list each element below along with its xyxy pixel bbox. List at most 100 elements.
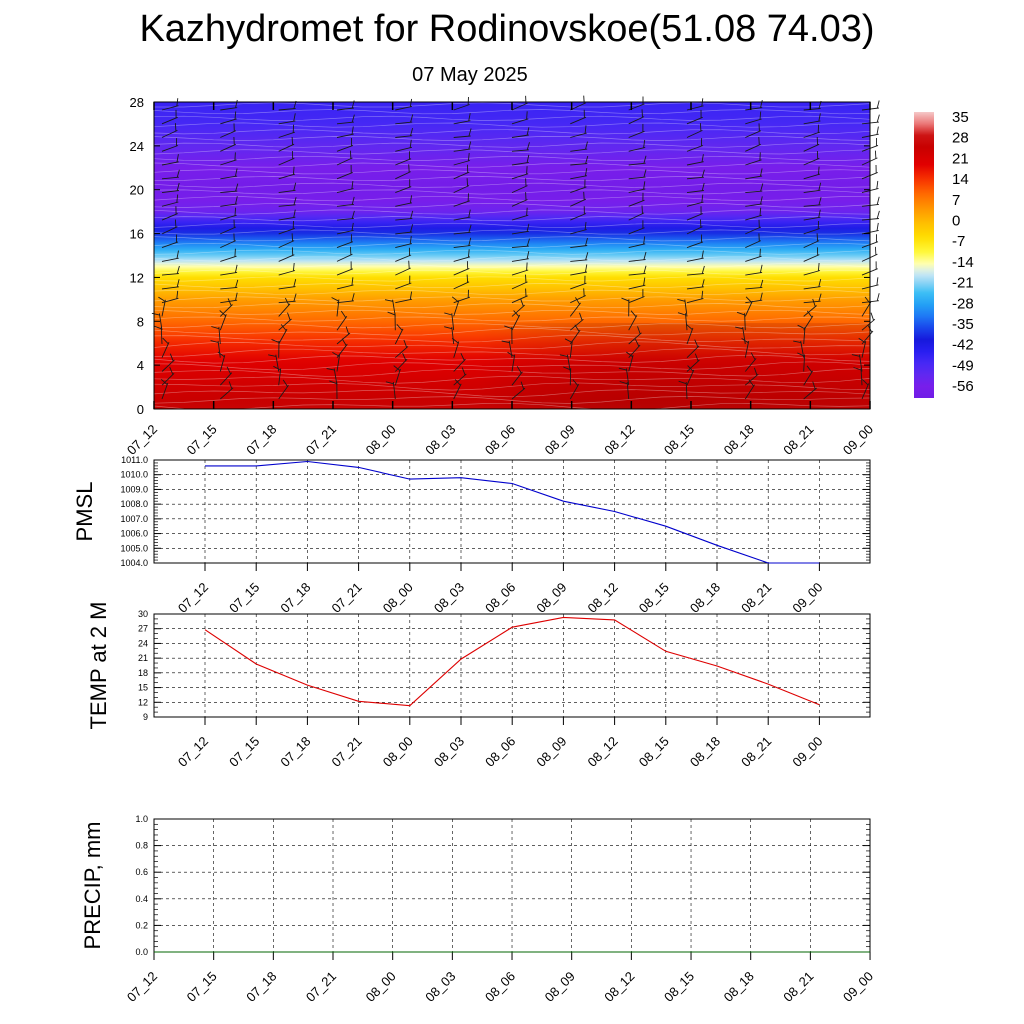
temp-xtick-label: 07_18 bbox=[277, 734, 313, 770]
cross-section-xtick-label: 08_15 bbox=[661, 422, 697, 458]
precip-xtick-label: 08_00 bbox=[363, 969, 399, 1005]
temp-ytick-label: 27 bbox=[138, 624, 148, 634]
pmsl-ytick-label: 1008.0 bbox=[120, 499, 148, 509]
temp-ytick-label: 21 bbox=[138, 653, 148, 663]
pmsl-series-line bbox=[205, 460, 820, 564]
temp-xtick-label: 08_18 bbox=[687, 734, 723, 770]
pmsl-xtick-label: 08_21 bbox=[738, 580, 774, 616]
cross-section-ytick-label: 12 bbox=[130, 270, 144, 285]
temp-ytick-label: 15 bbox=[138, 683, 148, 693]
pmsl-xtick-label: 08_09 bbox=[533, 580, 569, 616]
cross-section-ytick-label: 0 bbox=[137, 402, 144, 417]
precip-ytick-label: 0.0 bbox=[135, 947, 148, 957]
precip-xtick-label: 07_12 bbox=[124, 969, 160, 1005]
cross-section-xtick-label: 08_06 bbox=[482, 422, 518, 458]
temp-xtick-label: 07_12 bbox=[175, 734, 211, 770]
cross-section-xtick-label: 08_18 bbox=[721, 422, 757, 458]
colorbar-label: -42 bbox=[952, 337, 974, 354]
pmsl-xtick-label: 07_12 bbox=[175, 580, 211, 616]
pmsl-xtick-label: 07_18 bbox=[277, 580, 313, 616]
pmsl-frame bbox=[153, 459, 871, 564]
precip-xtick-label: 08_03 bbox=[422, 969, 458, 1005]
cross-section-xtick-label: 08_03 bbox=[422, 422, 458, 458]
colorbar bbox=[914, 112, 934, 398]
precip-xtick-label: 08_12 bbox=[601, 969, 637, 1005]
temp-xtick-label: 08_12 bbox=[585, 734, 621, 770]
temp-xtick-label: 08_09 bbox=[533, 734, 569, 770]
precip-xtick-label: 07_15 bbox=[184, 969, 220, 1005]
temp-ylabel: TEMP at 2 M bbox=[86, 602, 111, 730]
temp-xtick-label: 09_00 bbox=[789, 734, 825, 770]
pmsl-ytick-label: 1004.0 bbox=[120, 558, 148, 568]
pmsl-xtick-label: 08_00 bbox=[380, 580, 416, 616]
pmsl-ytick-label: 1009.0 bbox=[120, 484, 148, 494]
temp-xtick-label: 07_21 bbox=[329, 734, 365, 770]
precip-ylabel: PRECIP, mm bbox=[80, 822, 105, 950]
pmsl-ytick-label: 1006.0 bbox=[120, 529, 148, 539]
temp-series-line bbox=[204, 616, 820, 707]
colorbar-label: 28 bbox=[952, 130, 969, 147]
colorbar-label: -28 bbox=[952, 295, 974, 312]
colorbar-label: 21 bbox=[952, 150, 969, 167]
precip-xtick-label: 08_18 bbox=[721, 969, 757, 1005]
colorbar-label: -49 bbox=[952, 357, 974, 374]
colorbar-label: -35 bbox=[952, 316, 974, 333]
cross-section-xtick-label: 08_21 bbox=[780, 422, 816, 458]
pmsl-xtick-label: 08_12 bbox=[585, 580, 621, 616]
cross-section-xtick-label: 07_21 bbox=[303, 422, 339, 458]
pmsl-ytick-label: 1005.0 bbox=[120, 543, 148, 553]
cross-section-ytick-label: 4 bbox=[137, 358, 144, 373]
colorbar-label: -56 bbox=[952, 378, 974, 395]
precip-ytick-label: 0.4 bbox=[135, 894, 148, 904]
cross-section-xtick-label: 07_15 bbox=[184, 422, 220, 458]
pmsl-ytick-label: 1011.0 bbox=[121, 455, 148, 465]
page-subtitle: 07 May 2025 bbox=[412, 64, 528, 86]
temp-panel bbox=[153, 613, 871, 725]
temp-xtick-label: 07_15 bbox=[226, 734, 262, 770]
colorbar-label: -14 bbox=[952, 254, 974, 271]
temp-xtick-label: 08_21 bbox=[738, 734, 774, 770]
pmsl-xtick-label: 08_15 bbox=[636, 580, 672, 616]
precip-xtick-label: 08_15 bbox=[661, 969, 697, 1005]
cross-section-xtick-label: 08_09 bbox=[542, 422, 578, 458]
pmsl-xtick-label: 07_15 bbox=[226, 580, 262, 616]
precip-xtick-label: 08_09 bbox=[542, 969, 578, 1005]
temp-ytick-label: 18 bbox=[138, 668, 148, 678]
temp-xtick-label: 08_03 bbox=[431, 734, 467, 770]
cross-section-ytick-label: 20 bbox=[130, 183, 144, 198]
cross-section-ytick-label: 16 bbox=[130, 227, 144, 242]
temp-xtick-label: 08_15 bbox=[636, 734, 672, 770]
colorbar-label: 0 bbox=[952, 213, 960, 230]
colorbar-label: 7 bbox=[952, 192, 960, 209]
precip-xtick-label: 08_21 bbox=[780, 969, 816, 1005]
temp-ytick-label: 24 bbox=[138, 638, 148, 648]
precip-xtick-label: 08_06 bbox=[482, 969, 518, 1005]
temp-ytick-label: 30 bbox=[138, 609, 148, 619]
cross-section-xtick-label: 08_12 bbox=[601, 422, 637, 458]
pmsl-xtick-label: 08_06 bbox=[482, 580, 518, 616]
pmsl-xtick-label: 09_00 bbox=[789, 580, 825, 616]
page-title: Kazhydromet for Rodinovskoe(51.08 74.03) bbox=[139, 8, 875, 50]
colorbar-label: -21 bbox=[952, 275, 974, 292]
cross-section-xtick-label: 07_12 bbox=[124, 422, 160, 458]
precip-xtick-label: 09_00 bbox=[840, 969, 876, 1005]
pmsl-xtick-label: 08_03 bbox=[431, 580, 467, 616]
cross-section-ytick-label: 24 bbox=[130, 139, 144, 154]
temp-xtick-label: 08_06 bbox=[482, 734, 518, 770]
temp-frame bbox=[153, 613, 871, 718]
cross-section-xtick-label: 09_00 bbox=[840, 422, 876, 458]
temp-ytick-label: 12 bbox=[138, 697, 148, 707]
precip-ytick-label: 1.0 bbox=[135, 814, 148, 824]
colorbar-label: 35 bbox=[952, 109, 969, 126]
wind-barbs bbox=[151, 95, 880, 400]
pmsl-ytick-label: 1010.0 bbox=[120, 470, 148, 480]
precip-ytick-label: 0.2 bbox=[135, 920, 148, 930]
precip-xtick-label: 07_21 bbox=[303, 969, 339, 1005]
precip-ytick-label: 0.8 bbox=[135, 841, 148, 851]
cross-section-ytick-label: 28 bbox=[130, 95, 144, 110]
temp-xtick-label: 08_00 bbox=[380, 734, 416, 770]
colorbar-label: -7 bbox=[952, 233, 965, 250]
cross-section-xtick-label: 07_18 bbox=[243, 422, 279, 458]
cross-section-xtick-label: 08_00 bbox=[363, 422, 399, 458]
